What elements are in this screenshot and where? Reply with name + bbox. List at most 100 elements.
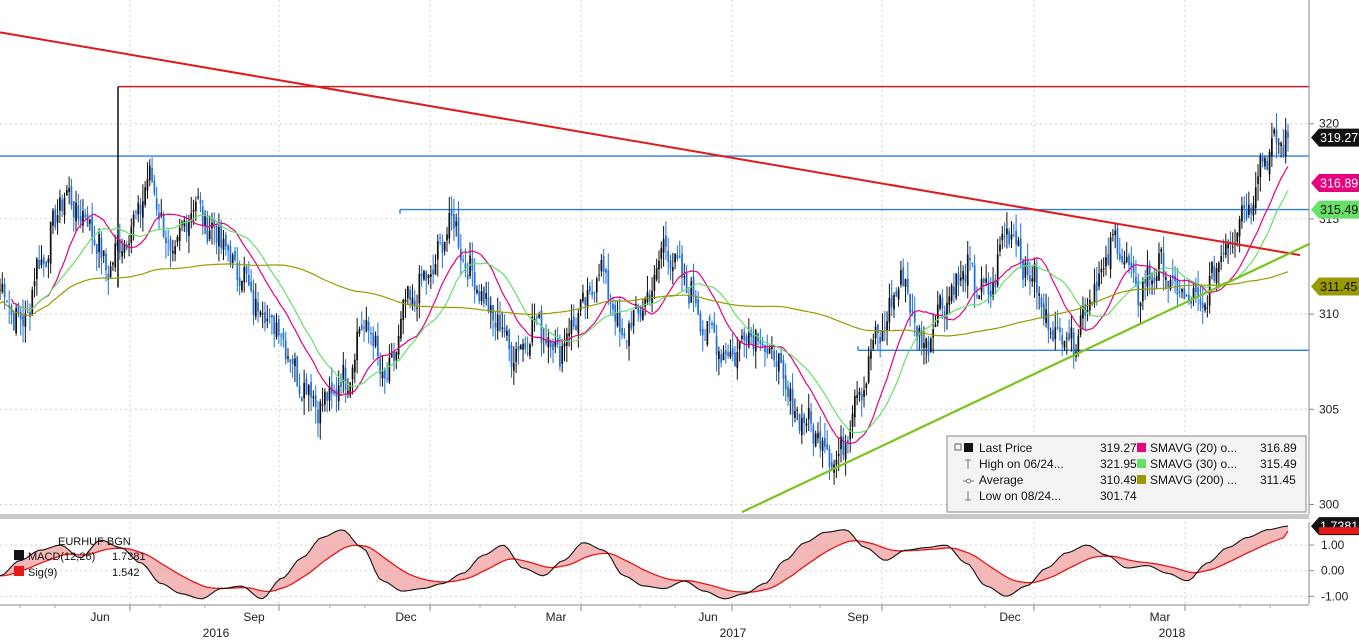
candle-body xyxy=(978,295,981,299)
candle-body xyxy=(446,234,448,241)
candle-body xyxy=(1190,300,1193,304)
candle-body xyxy=(743,331,746,341)
candle-body xyxy=(457,217,460,248)
candle-body xyxy=(791,388,794,415)
candle-body xyxy=(1077,335,1080,353)
candle-body xyxy=(545,339,547,344)
candle-body xyxy=(388,357,391,382)
candle-body xyxy=(784,375,787,390)
candle-body xyxy=(277,318,280,336)
candle-body xyxy=(1132,263,1135,273)
candle-body xyxy=(522,343,524,350)
candle-body xyxy=(923,343,925,349)
candle-body xyxy=(222,239,225,250)
candle-body xyxy=(42,257,45,264)
candle-body xyxy=(658,260,660,270)
candle-body xyxy=(406,286,409,299)
candle-body xyxy=(688,295,690,304)
candle-body xyxy=(261,313,264,315)
candle-body xyxy=(95,244,98,254)
candle-body xyxy=(400,318,402,339)
candle-body xyxy=(913,311,916,323)
candle-body xyxy=(476,289,478,294)
candle-body xyxy=(985,278,988,283)
candle-body xyxy=(982,278,985,283)
candle-body xyxy=(713,322,716,333)
candle-body xyxy=(588,286,591,292)
candle-body xyxy=(72,201,75,218)
candle-body xyxy=(324,391,326,405)
candle-body xyxy=(252,290,255,315)
downtrend-line xyxy=(0,31,1301,257)
year-label: 2017 xyxy=(720,626,747,640)
candle-body xyxy=(82,210,84,226)
candle-body xyxy=(711,322,713,326)
candle-body xyxy=(443,241,446,251)
candle-body xyxy=(959,277,962,281)
candle-body xyxy=(259,311,262,316)
candle-body xyxy=(1151,280,1153,285)
candle-body xyxy=(1192,287,1195,300)
month-label: Sep xyxy=(243,610,265,624)
candle-body xyxy=(577,312,580,334)
candle-body xyxy=(1185,295,1188,297)
month-label: Dec xyxy=(999,610,1020,624)
candle-body xyxy=(671,266,674,272)
legend-box xyxy=(946,435,1307,513)
candle-body xyxy=(547,337,550,348)
candle-body xyxy=(554,341,557,347)
candle-body xyxy=(282,332,285,340)
candle-body xyxy=(413,300,416,306)
candle-body xyxy=(515,349,517,362)
candle-body xyxy=(572,316,575,327)
candle-body xyxy=(1261,157,1264,162)
candle-body xyxy=(1068,333,1070,341)
candle-body xyxy=(1135,276,1137,285)
candle-body xyxy=(1197,287,1200,296)
month-label: Mar xyxy=(546,610,567,624)
candle-body xyxy=(925,338,928,348)
candle-body xyxy=(128,243,130,245)
price-value-label: 316.89 xyxy=(1311,173,1359,192)
candle-body xyxy=(777,353,780,372)
candle-body xyxy=(533,318,536,321)
candle-body xyxy=(17,305,20,315)
candle-body xyxy=(768,347,771,354)
candle-body xyxy=(1040,297,1043,308)
candle-body xyxy=(794,411,796,418)
candle-body xyxy=(1194,285,1197,292)
candle-body xyxy=(798,413,801,431)
candle-body xyxy=(236,262,239,280)
legend-row-label: High on 06/24... xyxy=(979,457,1064,471)
candle-body xyxy=(929,338,932,353)
candle-body xyxy=(1105,256,1107,267)
candle-body xyxy=(766,348,769,354)
candle-body xyxy=(489,305,492,313)
candle-body xyxy=(291,358,294,365)
price-value-labels: 319.27 316.89 315.49 311.45 xyxy=(1311,128,1359,296)
macd-ticker: EURHUF BGN xyxy=(58,536,131,548)
candle-body xyxy=(966,254,969,286)
candle-body xyxy=(685,272,688,294)
candle-body xyxy=(844,443,847,460)
candle-body xyxy=(996,254,999,286)
price-value-label-bg xyxy=(1311,173,1359,192)
price-tick-label: 320 xyxy=(1319,117,1339,131)
candle-body xyxy=(609,302,612,304)
candle-body xyxy=(68,187,70,193)
candle-body xyxy=(948,296,951,305)
legend-study-swatch xyxy=(1137,443,1146,452)
candle-body xyxy=(264,312,266,323)
candle-body xyxy=(939,295,941,309)
candle-body xyxy=(455,221,458,227)
candle-body xyxy=(535,316,538,318)
candle-body xyxy=(529,344,531,356)
candle-body xyxy=(190,213,193,220)
macd-axis: 1.000.00-1.001.7381 xyxy=(1308,517,1359,604)
candle-body xyxy=(47,258,50,263)
candle-body xyxy=(1054,327,1057,340)
sma20-line xyxy=(10,166,1289,445)
candle-body xyxy=(33,281,36,286)
